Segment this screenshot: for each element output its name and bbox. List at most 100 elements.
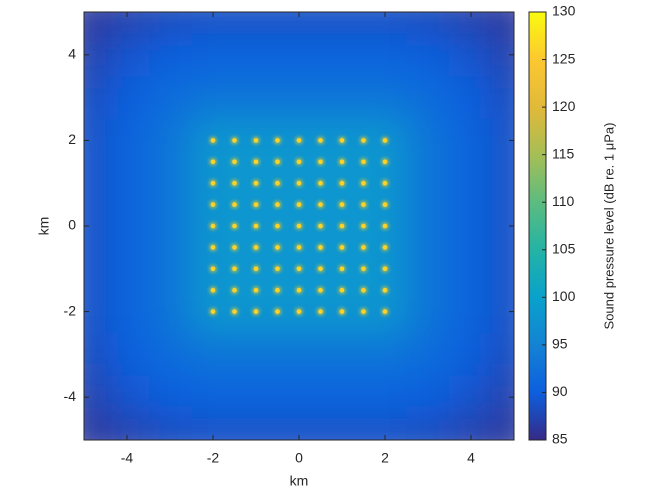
colorbar-tick-label: 110	[552, 193, 575, 209]
source-point	[296, 223, 302, 229]
source-point	[339, 138, 345, 143]
heatmap-cell	[406, 204, 450, 248]
source-point	[275, 159, 280, 165]
heatmap-cell	[492, 418, 514, 440]
y-tick-label: -4	[64, 388, 77, 404]
source-point	[382, 287, 388, 293]
source-point	[339, 287, 345, 293]
heatmap-cell	[148, 418, 192, 440]
heatmap-cell	[449, 375, 493, 420]
heatmap-cell	[84, 333, 106, 377]
source-point	[296, 245, 302, 250]
heatmap-cell	[105, 161, 149, 206]
y-tick-label: 2	[68, 131, 76, 147]
heatmap-cell	[406, 161, 450, 206]
heatmap-cell	[406, 290, 450, 334]
heatmap-cell	[492, 12, 514, 34]
source-point	[232, 159, 237, 165]
heatmap-cell	[406, 76, 450, 120]
source-point	[361, 223, 366, 229]
heatmap-cell	[105, 247, 149, 291]
source-point	[296, 287, 302, 293]
colorbar-tick-label: 105	[552, 240, 576, 256]
heatmap-cell	[449, 247, 493, 291]
heatmap-cell	[191, 33, 235, 77]
source-point	[210, 266, 216, 272]
source-point	[232, 180, 237, 186]
heatmap-cell	[105, 375, 149, 420]
heatmap-cell	[320, 12, 364, 34]
x-tick-label: -2	[207, 450, 220, 466]
source-point	[339, 309, 345, 314]
heatmap-cell	[191, 418, 235, 440]
source-point	[232, 266, 237, 272]
source-point	[361, 138, 366, 143]
source-point	[339, 245, 345, 250]
heatmap-cell	[363, 76, 407, 120]
heatmap-cell	[363, 33, 407, 77]
heatmap-cell	[105, 418, 149, 440]
heatmap-cell	[148, 119, 192, 163]
colorbar-tick-label: 115	[552, 145, 575, 161]
heatmap-cell	[191, 333, 235, 377]
heatmap-cell	[148, 290, 192, 334]
y-axis-label: km	[36, 217, 52, 236]
heatmap-cell	[449, 204, 493, 248]
colorbar-tick-label: 95	[552, 336, 568, 352]
y-tick-label: 0	[68, 217, 76, 233]
heatmap-cell	[406, 119, 450, 163]
colorbar	[528, 11, 547, 441]
heatmap-cell	[148, 375, 192, 420]
heatmap-cell	[277, 333, 321, 377]
source-point	[361, 180, 366, 186]
heatmap-cell	[191, 12, 235, 34]
source-point	[275, 287, 280, 293]
heatmap-cell	[363, 12, 407, 34]
heatmap-cell	[277, 418, 321, 440]
colorbar-tick-label: 130	[552, 3, 576, 19]
source-point	[382, 309, 388, 314]
source-point	[210, 159, 216, 165]
heatmap-cell	[234, 12, 278, 34]
source-point	[296, 180, 302, 186]
source-point	[210, 309, 216, 314]
heatmap-cell	[105, 333, 149, 377]
sources	[210, 138, 388, 314]
heatmap-cell	[234, 375, 278, 420]
heatmap-cell	[148, 33, 192, 77]
source-point	[296, 202, 302, 207]
source-point	[210, 223, 216, 229]
source-point	[382, 180, 388, 186]
heatmap-cell	[277, 76, 321, 120]
heatmap-cell	[492, 290, 514, 334]
heatmap-cell	[449, 418, 493, 440]
heatmap-cell	[277, 375, 321, 420]
colorbar-tick-label: 125	[552, 50, 576, 66]
source-point	[296, 138, 302, 143]
heatmap-cell	[449, 76, 493, 120]
heatmap-cell	[406, 418, 450, 440]
heatmap-cell	[363, 418, 407, 440]
heatmap-cell	[492, 119, 514, 163]
source-point	[232, 309, 237, 314]
colorbar-tick-label: 100	[552, 288, 576, 304]
heatmap-cell	[492, 333, 514, 377]
source-point	[275, 309, 280, 314]
heatmap-cell	[449, 119, 493, 163]
source-point	[318, 266, 323, 272]
source-point	[232, 245, 237, 250]
source-point	[318, 287, 323, 293]
heatmap-cell	[492, 204, 514, 248]
heatmap-cell	[105, 119, 149, 163]
heatmap-cell	[234, 33, 278, 77]
heatmap-cell	[148, 247, 192, 291]
heatmap-cell	[105, 290, 149, 334]
heatmap-cell	[363, 375, 407, 420]
source-point	[296, 309, 302, 314]
source-point	[210, 245, 216, 250]
y-tick-label: -2	[64, 302, 77, 318]
source-point	[382, 138, 388, 143]
source-point	[232, 202, 237, 207]
heatmap-cell	[406, 333, 450, 377]
heatmap-cell	[84, 119, 106, 163]
